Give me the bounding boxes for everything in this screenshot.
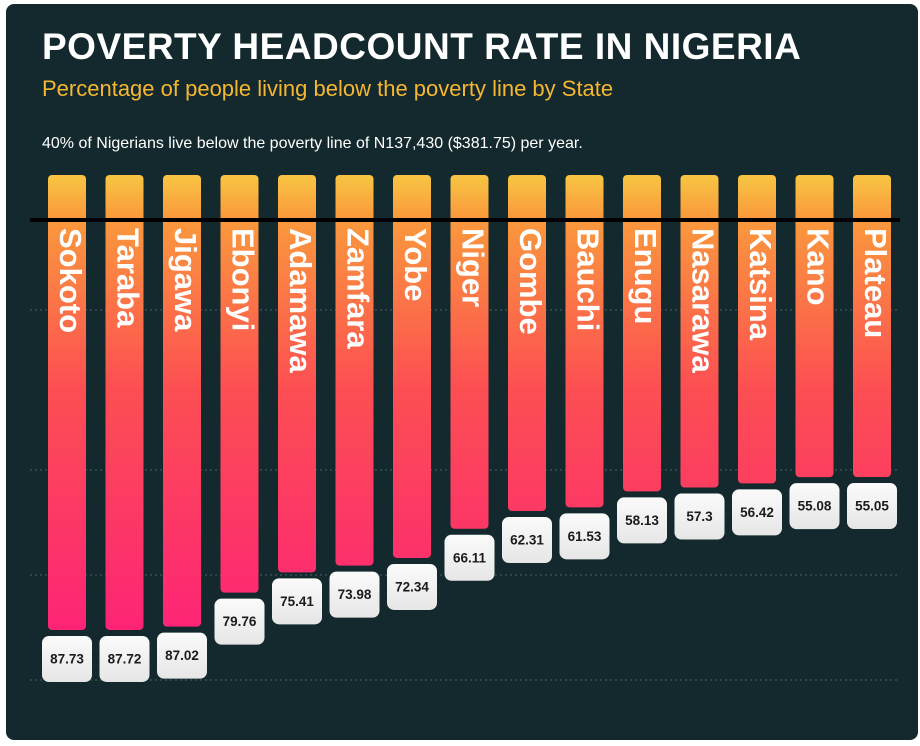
state-label-jigawa: Jigawa: [168, 228, 203, 332]
value-box: [99, 635, 150, 682]
value-box: [42, 636, 92, 682]
bar-kano: [795, 175, 834, 478]
state-label-gombe: Gombe: [513, 228, 548, 335]
bar-yobe: [393, 175, 431, 558]
value-box: [732, 489, 782, 536]
value-label-kano: 55.08: [789, 483, 840, 530]
chart-subtitle: Percentage of people living below the po…: [42, 76, 614, 101]
bar-enugu: [623, 175, 661, 492]
value-text: 55.08: [798, 499, 832, 514]
bar-gombe: [508, 175, 546, 511]
value-box: [502, 516, 552, 563]
state-label-enugu: Enugu: [628, 228, 663, 324]
value-box: [157, 632, 207, 679]
value-text: 87.02: [165, 648, 199, 663]
chart-title: POVERTY HEADCOUNT RATE IN NIGERIA: [42, 26, 802, 67]
value-text: 66.11: [453, 550, 487, 565]
state-label-sokoto: Sokoto: [53, 228, 88, 333]
value-label-ebonyi: 79.76: [214, 598, 265, 645]
value-labels: 87.73 87.72 87.02 79.76 75.41 73.98 72.34 66.11…: [42, 483, 897, 682]
bar-adamawa: [278, 175, 316, 573]
state-label-niger: Niger: [455, 228, 490, 307]
poverty-line-note: 40% of Nigerians live below the poverty …: [42, 135, 583, 152]
value-text: 87.72: [108, 652, 142, 667]
value-label-bauchi: 61.53: [559, 513, 610, 560]
value-label-sokoto: 87.73: [42, 636, 92, 682]
value-label-taraba: 87.72: [99, 635, 150, 682]
value-box: [674, 493, 725, 540]
bar-zamfara: [335, 175, 374, 566]
bar-ebonyi: [220, 175, 259, 593]
value-box: [789, 483, 840, 530]
value-label-adamawa: 75.41: [272, 578, 322, 625]
state-label-yobe: Yobe: [398, 228, 433, 302]
bars: [48, 175, 891, 630]
value-text: 87.73: [50, 652, 84, 667]
value-box: [272, 578, 322, 625]
bar-taraba: [105, 175, 144, 630]
state-label-adamawa: Adamawa: [283, 228, 318, 373]
value-text: 57.3: [686, 509, 713, 524]
value-text: 79.76: [223, 614, 257, 629]
value-label-zamfara: 73.98: [329, 571, 380, 618]
value-text: 61.53: [568, 529, 602, 544]
value-label-niger: 66.11: [444, 534, 495, 581]
state-label-kano: Kano: [800, 228, 835, 306]
state-label-ebonyi: Ebonyi: [225, 228, 260, 331]
value-box: [387, 563, 437, 610]
value-label-yobe: 72.34: [387, 563, 437, 610]
bar-nasarawa: [680, 175, 719, 488]
value-label-nasarawa: 57.3: [674, 493, 725, 540]
value-text: 72.34: [395, 580, 429, 595]
value-text: 73.98: [338, 587, 372, 602]
value-box: [847, 483, 897, 529]
bar-niger: [450, 175, 489, 529]
state-label-taraba: Taraba: [110, 228, 145, 328]
state-label-nasarawa: Nasarawa: [685, 228, 720, 374]
value-text: 56.42: [740, 505, 774, 520]
state-label-katsina: Katsina: [743, 228, 778, 341]
value-label-enugu: 58.13: [617, 497, 667, 544]
state-labels: Sokoto Taraba Jigawa Ebonyi Adamawa Zamfara Yo…: [53, 228, 893, 374]
state-label-zamfara: Zamfara: [340, 228, 375, 349]
bar-plateau: [853, 175, 891, 477]
value-text: 55.05: [855, 499, 889, 514]
bar-bauchi: [565, 175, 604, 508]
value-label-katsina: 56.42: [732, 489, 782, 536]
value-box: [329, 571, 380, 618]
value-box: [617, 497, 667, 544]
value-label-plateau: 55.05: [847, 483, 897, 529]
bar-sokoto: [48, 175, 86, 630]
value-label-jigawa: 87.02: [157, 632, 207, 679]
bar-katsina: [738, 175, 776, 484]
value-box: [559, 513, 610, 560]
value-box: [444, 534, 495, 581]
state-label-bauchi: Bauchi: [570, 228, 605, 331]
value-label-gombe: 62.31: [502, 516, 552, 563]
value-box: [214, 598, 265, 645]
value-text: 75.41: [280, 594, 314, 609]
bar-jigawa: [163, 175, 201, 627]
state-label-plateau: Plateau: [858, 228, 893, 338]
value-text: 58.13: [625, 513, 659, 528]
value-text: 62.31: [510, 533, 544, 548]
